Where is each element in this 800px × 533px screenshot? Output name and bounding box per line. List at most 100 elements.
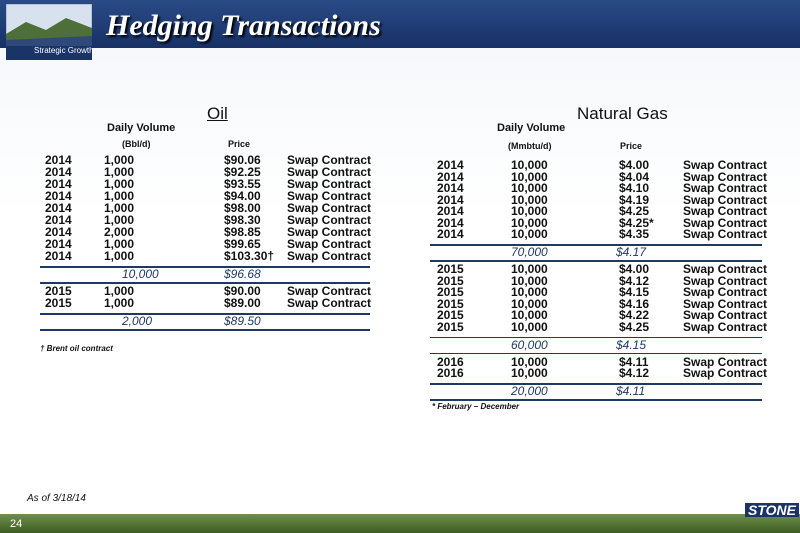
cell: $4.22 (619, 308, 650, 322)
rule (40, 266, 370, 268)
cell: 2015 (437, 319, 464, 334)
cell: 10,000 (511, 262, 548, 276)
cell: 2014 (45, 177, 72, 191)
cell: $4.35 (619, 227, 650, 241)
rule (430, 383, 762, 385)
cell: 10,000 (511, 285, 548, 299)
footer-band (0, 514, 800, 533)
cell: Swap Contract (287, 284, 372, 298)
cell: 10,000 (511, 181, 548, 195)
cell: $4.19 (619, 192, 650, 207)
total-cell: 10,000 (122, 267, 159, 281)
cell: 1,000 (104, 165, 135, 179)
cell: 1,000 (104, 284, 135, 298)
rule (40, 329, 370, 331)
page-number: 24 (10, 518, 23, 530)
cell: 10,000 (511, 366, 548, 380)
cell: Swap Contract (287, 177, 372, 191)
table-title: Oil (207, 104, 228, 123)
cell: Swap Contract (683, 354, 768, 369)
header-band (0, 0, 800, 48)
cell: Swap Contract (287, 201, 372, 215)
cell: 2014 (437, 169, 464, 184)
cell: 2015 (437, 262, 464, 276)
cell: 10,000 (511, 273, 548, 288)
cell: $98.85 (224, 225, 261, 239)
cell: $90.06 (224, 153, 261, 167)
cell: 2014 (45, 213, 72, 227)
cell: $99.65 (224, 237, 261, 251)
cell: Swap Contract (683, 169, 768, 184)
total-cell: $4.17 (616, 245, 647, 259)
cell: Swap Contract (683, 215, 768, 230)
cell: Swap Contract (287, 237, 372, 251)
cell: Swap Contract (683, 227, 768, 241)
total-cell: $89.50 (224, 314, 261, 328)
cell: Swap Contract (287, 213, 372, 227)
cell: Swap Contract (683, 204, 768, 218)
cell: 2014 (437, 192, 464, 207)
cell: Swap Contract (683, 296, 768, 311)
cell: $94.00 (224, 189, 261, 203)
cell: Swap Contract (683, 181, 768, 195)
cell: $89.00 (224, 296, 261, 310)
cell: 1,000 (104, 249, 135, 263)
cell: Swap Contract (683, 308, 768, 322)
cell: Swap Contract (287, 165, 372, 179)
cell: 10,000 (511, 308, 548, 322)
cell: 10,000 (511, 319, 548, 334)
cell: 2014 (45, 165, 72, 179)
table-title: Natural Gas (577, 104, 668, 123)
cell: 1,000 (104, 296, 135, 310)
cell: $103.30† (224, 249, 275, 263)
col-header: Price (620, 141, 643, 151)
col-header: (Bbl/d) (122, 139, 151, 149)
cell: 2014 (45, 237, 72, 251)
total-cell: $4.11 (616, 384, 646, 398)
cell: Swap Contract (683, 158, 768, 172)
total-cell: 70,000 (511, 245, 548, 259)
cell: 2014 (437, 158, 464, 172)
rule (430, 244, 762, 246)
rule (430, 352, 762, 354)
cell: $4.12 (619, 273, 650, 288)
cell: Swap Contract (287, 153, 372, 167)
cell: $4.11 (619, 354, 649, 369)
col-header: Daily Volume (107, 122, 176, 134)
cell: 2014 (437, 215, 464, 230)
cell: 2014 (437, 181, 464, 195)
cell: 2014 (45, 225, 72, 239)
cell: 1,000 (104, 213, 135, 227)
cell: 2014 (45, 201, 72, 215)
cell: $4.25* (619, 215, 654, 230)
cell: 2014 (437, 227, 464, 241)
cell: $92.25 (224, 165, 261, 179)
cell: $98.30 (224, 213, 261, 227)
cell: 2015 (45, 284, 72, 298)
cell: 2015 (437, 296, 464, 311)
logo (6, 4, 92, 60)
cell: 10,000 (511, 204, 548, 218)
cell: 10,000 (511, 354, 548, 369)
cell: $4.00 (619, 262, 650, 276)
cell: 2015 (437, 308, 464, 322)
cell: 2014 (45, 153, 72, 167)
cell: 10,000 (511, 227, 548, 241)
rule (430, 399, 762, 401)
cell: $93.55 (224, 177, 261, 191)
cell: 2015 (437, 285, 464, 299)
cell: Swap Contract (683, 285, 768, 299)
cell: 2016 (437, 354, 464, 369)
cell: 1,000 (104, 153, 135, 167)
rule (430, 336, 762, 338)
total-cell: $4.15 (616, 337, 647, 352)
cell: Swap Contract (287, 225, 372, 239)
cell: Swap Contract (683, 273, 768, 288)
cell: 1,000 (104, 237, 135, 251)
rule (40, 282, 370, 284)
cell: 10,000 (511, 296, 548, 311)
footnote: † Brent oil contract (40, 344, 113, 353)
cell: Swap Contract (287, 249, 372, 263)
col-header: Price (228, 139, 251, 149)
total-cell: 20,000 (511, 384, 548, 398)
